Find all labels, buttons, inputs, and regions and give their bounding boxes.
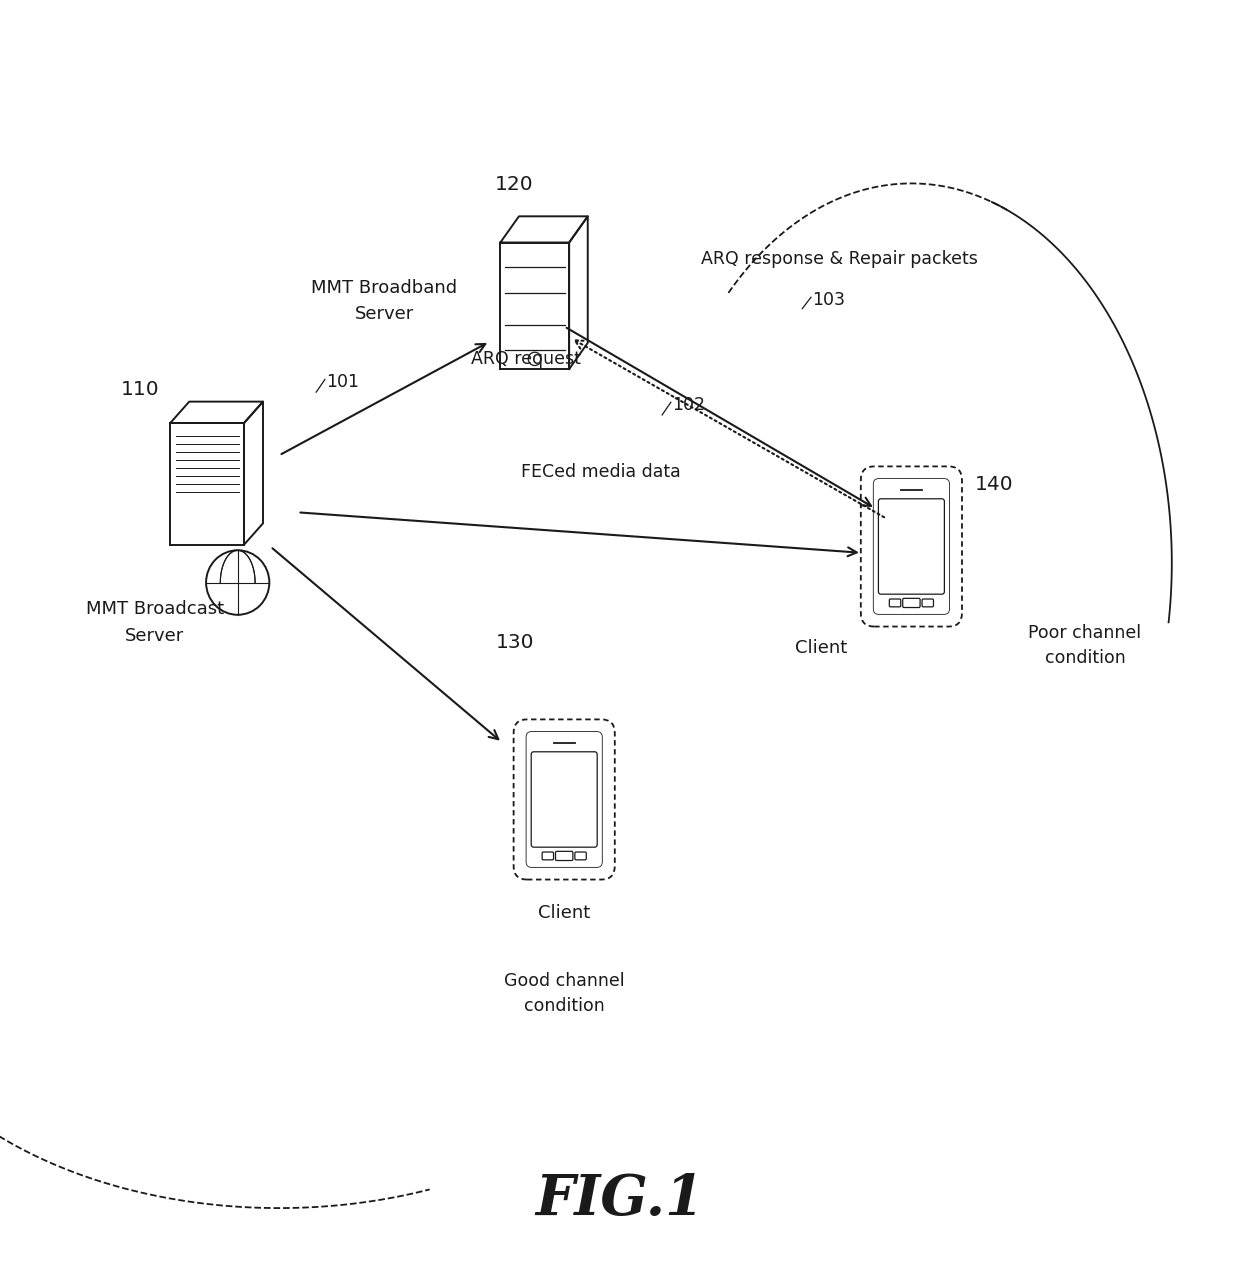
- Text: 110: 110: [120, 380, 160, 398]
- Text: 103: 103: [812, 291, 846, 309]
- Text: FECed media data: FECed media data: [521, 463, 681, 481]
- Text: ARQ response & Repair packets: ARQ response & Repair packets: [701, 250, 977, 268]
- Text: 120: 120: [495, 175, 534, 194]
- Text: Client: Client: [795, 639, 847, 657]
- Text: FIG.1: FIG.1: [536, 1171, 704, 1227]
- Text: MMT Broadcast
Server: MMT Broadcast Server: [86, 600, 224, 645]
- Text: Poor channel
condition: Poor channel condition: [1028, 624, 1142, 667]
- Text: Good channel
condition: Good channel condition: [503, 972, 625, 1015]
- Text: ARQ request: ARQ request: [471, 350, 582, 368]
- Text: 102: 102: [672, 396, 706, 414]
- Text: 130: 130: [495, 632, 534, 651]
- Text: Client: Client: [538, 904, 590, 922]
- Text: MMT Broadband
Server: MMT Broadband Server: [311, 278, 458, 324]
- Text: 140: 140: [975, 474, 1014, 493]
- Text: 101: 101: [326, 373, 360, 391]
